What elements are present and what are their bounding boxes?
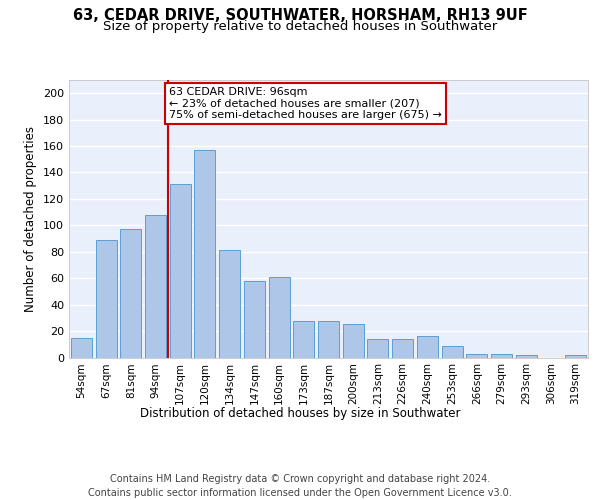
Bar	[516, 355, 537, 358]
Bar	[244, 281, 265, 357]
Bar	[466, 354, 487, 358]
Bar	[318, 320, 339, 358]
Bar	[95, 240, 116, 358]
Bar	[442, 346, 463, 358]
Bar	[71, 338, 92, 357]
Bar	[269, 277, 290, 357]
Bar	[170, 184, 191, 358]
Bar	[367, 339, 388, 357]
Bar	[194, 150, 215, 358]
Text: Size of property relative to detached houses in Southwater: Size of property relative to detached ho…	[103, 20, 497, 33]
Bar	[145, 215, 166, 358]
Text: Contains HM Land Registry data © Crown copyright and database right 2024.
Contai: Contains HM Land Registry data © Crown c…	[88, 474, 512, 498]
Bar	[293, 320, 314, 358]
Bar	[343, 324, 364, 358]
Bar	[392, 339, 413, 357]
Text: 63, CEDAR DRIVE, SOUTHWATER, HORSHAM, RH13 9UF: 63, CEDAR DRIVE, SOUTHWATER, HORSHAM, RH…	[73, 8, 527, 22]
Bar	[565, 355, 586, 358]
Text: 63 CEDAR DRIVE: 96sqm
← 23% of detached houses are smaller (207)
75% of semi-det: 63 CEDAR DRIVE: 96sqm ← 23% of detached …	[169, 86, 442, 120]
Bar	[491, 354, 512, 358]
Bar	[417, 336, 438, 357]
Bar	[219, 250, 240, 358]
Y-axis label: Number of detached properties: Number of detached properties	[25, 126, 37, 312]
Text: Distribution of detached houses by size in Southwater: Distribution of detached houses by size …	[140, 408, 460, 420]
Bar	[120, 230, 141, 358]
